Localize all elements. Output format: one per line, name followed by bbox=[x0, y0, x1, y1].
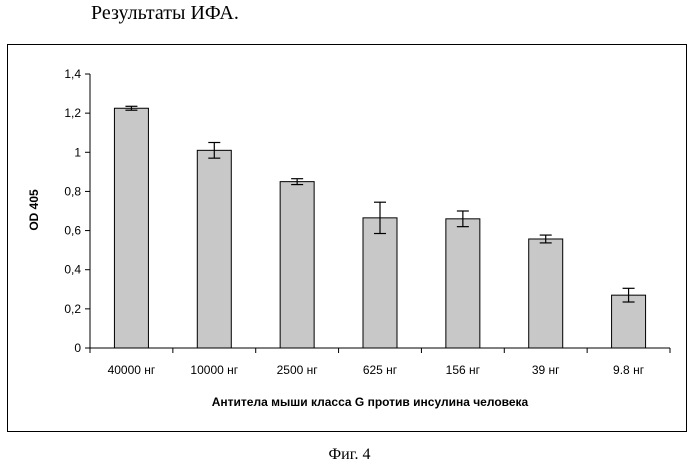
y-tick-label: 1,2 bbox=[64, 106, 81, 120]
bar bbox=[529, 239, 563, 348]
y-tick-label: 0,2 bbox=[64, 302, 81, 316]
x-tick-label: 39 нг bbox=[532, 363, 560, 377]
y-axis-label: OD 405 bbox=[27, 189, 41, 231]
bar bbox=[197, 150, 231, 348]
x-tick-label: 156 нг bbox=[446, 363, 481, 377]
bar bbox=[446, 219, 480, 348]
figure-caption: Фиг. 4 bbox=[0, 446, 699, 464]
x-axis-ticks: 40000 нг 10000 нг 2500 нг 625 нг 156 нг 39 нг… bbox=[90, 348, 670, 377]
x-tick-label: 40000 нг bbox=[108, 363, 156, 377]
y-tick-label: 0 bbox=[74, 341, 81, 355]
x-tick-label: 2500 нг bbox=[277, 363, 319, 377]
y-tick-label: 0,4 bbox=[64, 263, 81, 277]
y-tick-label: 1,4 bbox=[64, 67, 81, 81]
x-tick-label: 9.8 нг bbox=[613, 363, 645, 377]
bar bbox=[363, 218, 397, 348]
x-axis-label: Антитела мыши класса G против инсулина ч… bbox=[212, 395, 529, 409]
bar bbox=[280, 182, 314, 348]
x-tick-label: 10000 нг bbox=[190, 363, 238, 377]
y-axis-ticks: 0 0,2 0,4 0,6 0,8 1 1,2 1,4 bbox=[64, 67, 90, 355]
y-tick-label: 0,8 bbox=[64, 184, 81, 198]
y-tick-label: 1 bbox=[74, 145, 81, 159]
x-tick-label: 625 нг bbox=[363, 363, 398, 377]
bar bbox=[612, 295, 646, 348]
bar bbox=[114, 108, 148, 348]
y-tick-label: 0,6 bbox=[64, 224, 81, 238]
